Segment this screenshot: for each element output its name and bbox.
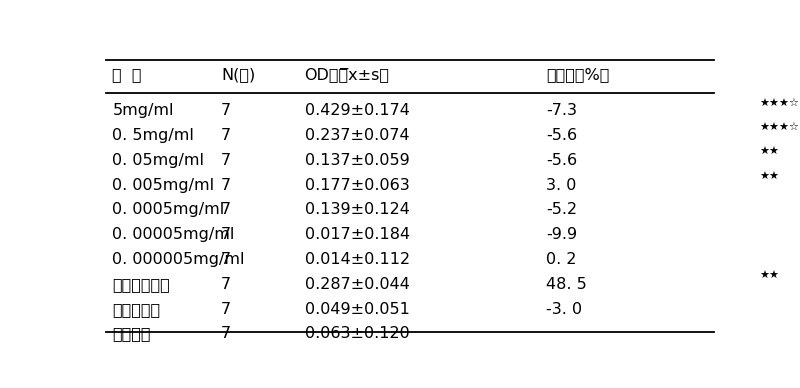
Text: -5.6: -5.6: [546, 128, 578, 143]
Text: 0.063±0.120: 0.063±0.120: [305, 326, 410, 341]
Text: 0. 000005mg/ml: 0. 000005mg/ml: [112, 252, 245, 267]
Text: -3. 0: -3. 0: [546, 302, 582, 317]
Text: 0. 5mg/ml: 0. 5mg/ml: [112, 128, 194, 143]
Text: 0.177±0.063: 0.177±0.063: [305, 178, 410, 193]
Text: N(孔): N(孔): [221, 68, 255, 82]
Text: 7: 7: [221, 178, 231, 193]
Text: 7: 7: [221, 103, 231, 118]
Text: 7: 7: [221, 203, 231, 218]
Text: 7: 7: [221, 277, 231, 292]
Text: ★★: ★★: [759, 172, 779, 182]
Text: 0.137±0.059: 0.137±0.059: [305, 153, 410, 168]
Text: 7: 7: [221, 252, 231, 267]
Text: 0.049±0.051: 0.049±0.051: [305, 302, 410, 317]
Text: 0.287±0.044: 0.287±0.044: [305, 277, 410, 292]
Text: 0. 005mg/ml: 0. 005mg/ml: [112, 178, 214, 193]
Text: -9.9: -9.9: [546, 227, 578, 242]
Text: -7.3: -7.3: [546, 103, 578, 118]
Text: ★★★☆☆: ★★★☆☆: [759, 122, 800, 132]
Text: OD値（̅x±s）: OD値（̅x±s）: [305, 68, 390, 82]
Text: 0.014±0.112: 0.014±0.112: [305, 252, 410, 267]
Text: 0. 05mg/ml: 0. 05mg/ml: [112, 153, 205, 168]
Text: ★★: ★★: [759, 271, 779, 281]
Text: 硌砂缓冲液: 硌砂缓冲液: [112, 302, 161, 317]
Text: 5mg/ml: 5mg/ml: [112, 103, 174, 118]
Text: 3. 0: 3. 0: [546, 178, 577, 193]
Text: -5.2: -5.2: [546, 203, 578, 218]
Text: 0. 00005mg/ml: 0. 00005mg/ml: [112, 227, 234, 242]
Text: ★★★☆☆: ★★★☆☆: [759, 97, 800, 107]
Text: 0.429±0.174: 0.429±0.174: [305, 103, 410, 118]
Text: 0.017±0.184: 0.017±0.184: [305, 227, 410, 242]
Text: 0. 0005mg/ml: 0. 0005mg/ml: [112, 203, 225, 218]
Text: 0.139±0.124: 0.139±0.124: [305, 203, 410, 218]
Text: 7: 7: [221, 153, 231, 168]
Text: 0. 2: 0. 2: [546, 252, 577, 267]
Text: 7: 7: [221, 302, 231, 317]
Text: -5.6: -5.6: [546, 153, 578, 168]
Text: 0.237±0.074: 0.237±0.074: [305, 128, 410, 143]
Text: 48. 5: 48. 5: [546, 277, 587, 292]
Text: 神经生长因子: 神经生长因子: [112, 277, 170, 292]
Text: ★★: ★★: [759, 147, 779, 157]
Text: 7: 7: [221, 326, 231, 341]
Text: 存活率（%）: 存活率（%）: [546, 68, 610, 82]
Text: 分  组: 分 组: [112, 68, 142, 82]
Text: 7: 7: [221, 227, 231, 242]
Text: 7: 7: [221, 128, 231, 143]
Text: 空白对照: 空白对照: [112, 326, 151, 341]
